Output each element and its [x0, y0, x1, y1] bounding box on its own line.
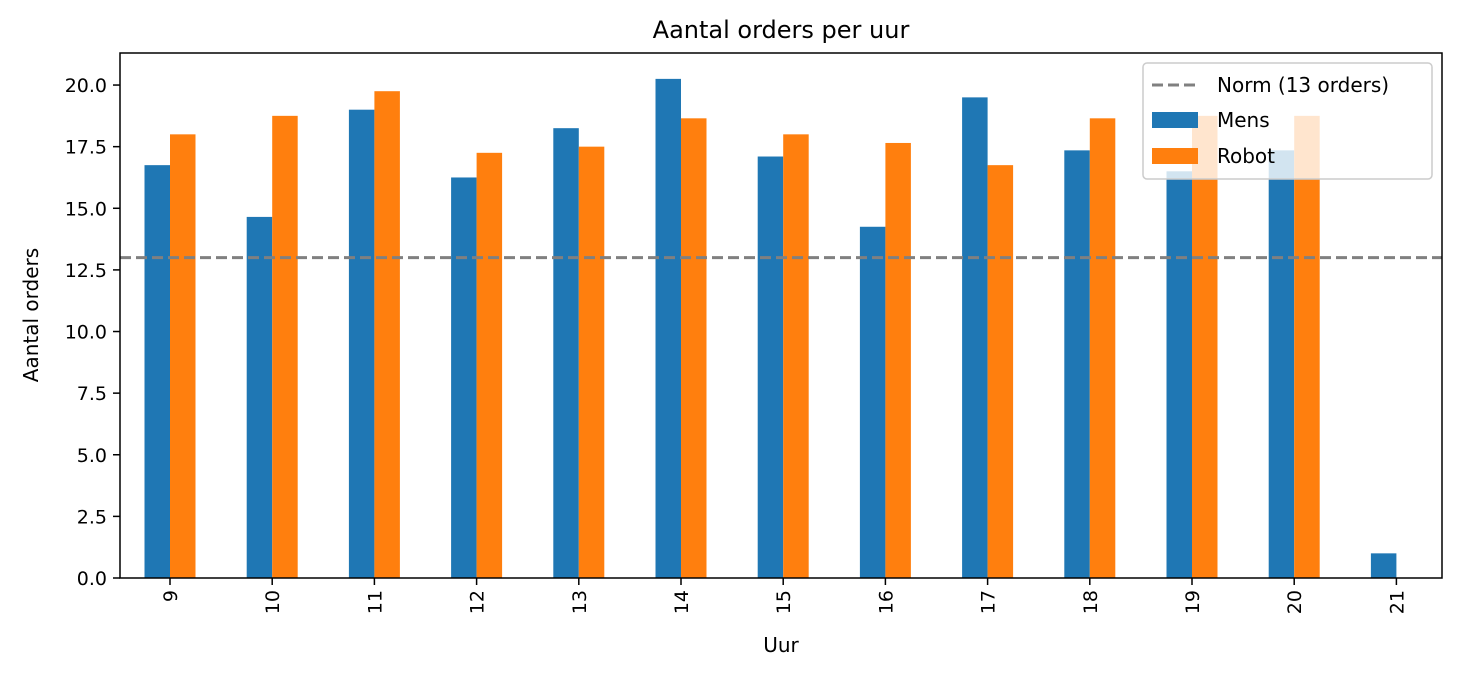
bar-mens-12: [451, 177, 477, 578]
x-tick-label: 10: [262, 590, 284, 614]
bar-mens-13: [553, 128, 579, 578]
x-tick-label: 14: [671, 590, 693, 614]
x-tick-label: 15: [773, 590, 795, 614]
y-tick-label: 12.5: [65, 260, 107, 282]
bar-robot-13: [578, 146, 605, 578]
bar-robot-17: [987, 165, 1014, 578]
bar-mens-9: [144, 165, 170, 578]
plot-area: 0.0 2.5 5.0 7.5 10.0 12.5 15.0 17.5 20.0 9 10 11 12 1…: [65, 75, 1442, 614]
legend-label-mens: Mens: [1217, 108, 1270, 132]
legend-label-norm: Norm (13 orders): [1217, 73, 1389, 97]
bar-robot-10: [272, 115, 298, 578]
y-tick-label: 5.0: [77, 445, 107, 467]
x-tick-label: 13: [569, 590, 591, 614]
y-tick-label: 20.0: [65, 75, 107, 97]
bar-mens-21: [1370, 553, 1397, 578]
x-axis-label: Uur: [763, 633, 799, 657]
x-tick-label: 17: [978, 590, 1000, 614]
bar-robot-15: [783, 134, 809, 578]
y-tick-label: 2.5: [77, 506, 107, 528]
legend: Norm (13 orders) Mens Robot: [1142, 62, 1433, 180]
bar-robot-16: [885, 142, 911, 578]
plot-frame: [119, 52, 1443, 579]
bar-mens-16: [859, 226, 886, 578]
bar-mens-14: [655, 78, 681, 578]
legend-swatch-robot: [1152, 148, 1198, 164]
y-tick-label: 17.5: [65, 137, 107, 159]
bar-robot-20: [1294, 115, 1320, 578]
x-tick-label: 9: [160, 590, 182, 602]
x-tick-label: 21: [1386, 590, 1408, 614]
x-tick-label: 12: [467, 590, 489, 614]
x-tick-label: 19: [1182, 590, 1204, 614]
x-tick-label: 18: [1080, 590, 1102, 614]
bar-robot-19: [1192, 115, 1218, 578]
bar-mens-10: [246, 216, 273, 578]
y-tick-label: 0.0: [77, 568, 107, 590]
bar-mens-15: [757, 156, 784, 578]
y-tick-label: 10.0: [65, 322, 107, 344]
bar-mens-11: [348, 109, 375, 578]
y-tick-label: 7.5: [77, 383, 107, 405]
chart-title: Aantal orders per uur: [653, 16, 910, 44]
x-tick-label: 16: [875, 590, 897, 614]
bar-robot-14: [681, 118, 707, 578]
bar-robot-11: [374, 91, 400, 578]
legend-box: [1142, 62, 1433, 180]
bar-mens-19: [1166, 171, 1192, 578]
legend-swatch-mens: [1152, 112, 1198, 128]
bar-mens-20: [1268, 150, 1295, 579]
x-tick-label: 11: [364, 590, 386, 614]
y-tick-label: 15.0: [65, 198, 107, 220]
y-axis-label: Aantal orders: [19, 248, 43, 382]
bar-robot-18: [1089, 118, 1116, 578]
bar-robot-12: [476, 152, 503, 578]
x-tick-label: 20: [1284, 590, 1306, 614]
bar-robot-9: [170, 134, 196, 578]
bar-mens-17: [962, 97, 988, 579]
bar-mens-18: [1064, 150, 1090, 579]
legend-label-robot: Robot: [1217, 144, 1275, 168]
